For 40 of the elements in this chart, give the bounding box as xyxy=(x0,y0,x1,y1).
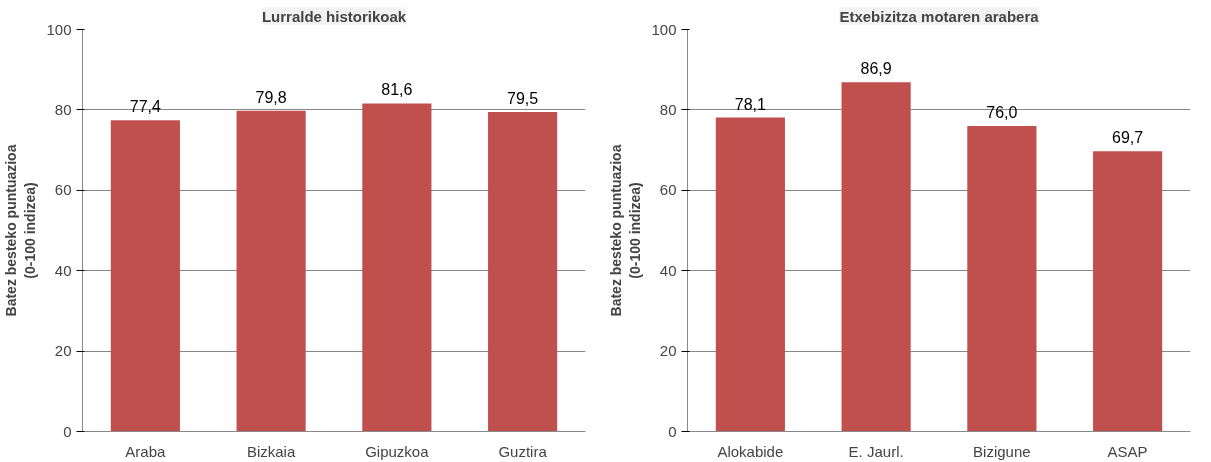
x-tick-label: E. Jaurl. xyxy=(848,442,904,460)
bar xyxy=(715,117,785,432)
y-tick-label: 40 xyxy=(659,261,677,279)
bar xyxy=(236,110,306,432)
x-tick-label: Alokabide xyxy=(717,442,784,460)
y-tick-label: 80 xyxy=(54,100,72,118)
data-label: 79,8 xyxy=(255,88,287,106)
bar xyxy=(362,103,432,432)
x-tick-label: Guztira xyxy=(498,442,548,460)
y-axis-title: Batez besteko puntuazioa (0-100 indizea) xyxy=(608,144,644,317)
chart-title: Etxebizitza motaren arabera xyxy=(839,7,1040,25)
y-tick-label: 40 xyxy=(54,261,72,279)
y-tick-label: 60 xyxy=(659,181,677,199)
y-tick-label: 0 xyxy=(668,422,677,440)
data-label: 81,6 xyxy=(381,81,413,99)
y-tick-label: 80 xyxy=(659,100,677,118)
y-tick-label: 20 xyxy=(54,342,72,360)
x-tick-label: Bizkaia xyxy=(246,442,296,460)
x-tick-label: Bizigune xyxy=(973,442,1031,460)
data-label: 86,9 xyxy=(860,60,892,78)
data-label: 76,0 xyxy=(986,103,1018,121)
bar xyxy=(967,125,1037,432)
chart-title: Lurralde historikoak xyxy=(261,7,407,25)
x-tick-label: Araba xyxy=(125,442,167,460)
bar xyxy=(841,82,911,432)
x-tick-label: ASAP xyxy=(1107,442,1148,460)
y-tick-label: 20 xyxy=(659,342,677,360)
data-label: 69,7 xyxy=(1112,129,1144,147)
bar xyxy=(488,111,558,432)
y-tick-label: 60 xyxy=(54,181,72,199)
data-label: 78,1 xyxy=(734,95,767,113)
y-axis-title: Batez besteko puntuazioa (0-100 indizea) xyxy=(3,144,39,317)
y-tick-label: 100 xyxy=(46,20,72,38)
y-tick-label: 0 xyxy=(63,422,72,440)
x-tick-label: Gipuzkoa xyxy=(365,442,430,460)
y-tick-label: 100 xyxy=(651,20,677,38)
data-label: 79,5 xyxy=(507,89,539,107)
data-label: 77,4 xyxy=(129,98,162,116)
bar xyxy=(110,120,180,432)
bar xyxy=(1093,151,1163,432)
